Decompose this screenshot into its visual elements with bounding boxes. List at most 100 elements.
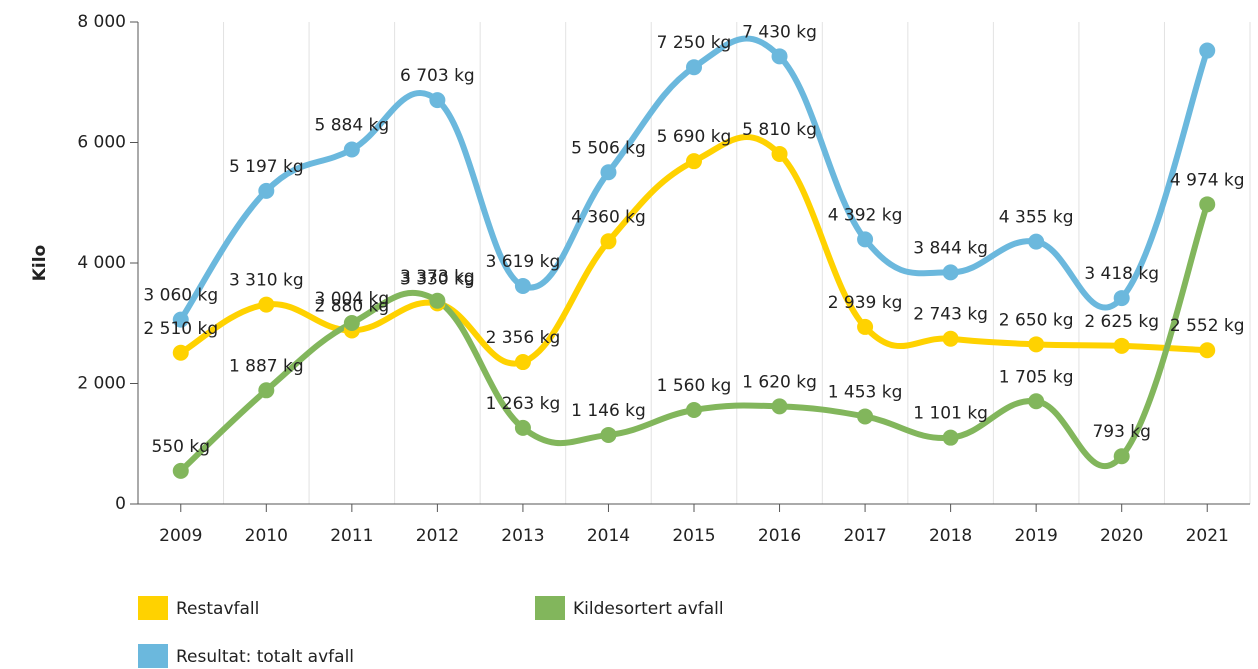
data-point xyxy=(1113,337,1130,354)
data-point xyxy=(942,429,959,446)
data-point xyxy=(343,315,360,332)
data-point xyxy=(258,296,275,313)
data-label: 2 650 kg xyxy=(999,310,1074,330)
data-point xyxy=(172,311,189,328)
data-point xyxy=(429,92,446,109)
x-tick-label: 2014 xyxy=(587,526,630,546)
data-label: 793 kg xyxy=(1092,422,1151,442)
data-label: 3 060 kg xyxy=(143,286,218,306)
data-point xyxy=(343,141,360,158)
series-line xyxy=(178,203,1211,474)
data-label: 4 392 kg xyxy=(828,205,903,225)
y-tick-label: 6 000 xyxy=(77,133,126,153)
data-point xyxy=(857,318,874,335)
data-point xyxy=(600,164,617,181)
data-label: 3 330 kg xyxy=(400,269,475,289)
legend-label: Resultat: totalt avfall xyxy=(176,647,354,667)
x-tick-label: 2015 xyxy=(672,526,715,546)
data-label: 1 560 kg xyxy=(657,376,732,396)
x-tick-label: 2020 xyxy=(1100,526,1143,546)
data-point xyxy=(771,48,788,65)
data-point xyxy=(172,462,189,479)
data-point xyxy=(1199,342,1216,359)
data-label: 2 552 kg xyxy=(1170,316,1245,336)
y-tick-label: 8 000 xyxy=(77,12,126,32)
data-point xyxy=(857,231,874,248)
data-label: 1 101 kg xyxy=(913,404,988,424)
data-label: 1 620 kg xyxy=(742,372,817,392)
data-label: 2 939 kg xyxy=(828,293,903,313)
data-point xyxy=(514,419,531,436)
data-label: 5 810 kg xyxy=(742,120,817,140)
x-tick-label: 2013 xyxy=(501,526,544,546)
data-label: 3 310 kg xyxy=(229,271,304,291)
data-label: 2 625 kg xyxy=(1084,312,1159,332)
data-label: 3 619 kg xyxy=(486,252,561,272)
x-tick-label: 2021 xyxy=(1186,526,1229,546)
data-label: 1 705 kg xyxy=(999,367,1074,387)
data-point xyxy=(771,145,788,162)
series-line xyxy=(178,35,1211,322)
x-tick-label: 2019 xyxy=(1015,526,1058,546)
data-label: 2 880 kg xyxy=(314,296,389,316)
data-point xyxy=(942,330,959,347)
data-point xyxy=(258,182,275,199)
data-point xyxy=(686,59,702,76)
data-label: 7 430 kg xyxy=(742,22,817,42)
data-label: 2 510 kg xyxy=(143,319,218,339)
data-label: 2 356 kg xyxy=(486,328,561,348)
x-tick-label: 2011 xyxy=(330,526,373,546)
data-point xyxy=(600,233,617,250)
y-tick-label: 2 000 xyxy=(77,374,126,394)
data-point xyxy=(857,408,874,425)
data-label: 4 355 kg xyxy=(999,208,1074,228)
data-label: 5 884 kg xyxy=(314,115,389,135)
data-label: 7 250 kg xyxy=(657,33,732,53)
data-point xyxy=(1028,336,1045,353)
data-label: 5 690 kg xyxy=(657,127,732,147)
data-point xyxy=(942,264,959,281)
data-label: 3 373 kg xyxy=(400,267,475,287)
data-label: 5 506 kg xyxy=(571,138,646,158)
data-point xyxy=(1113,448,1130,465)
data-label: 6 703 kg xyxy=(400,66,475,86)
data-label: 1 453 kg xyxy=(828,382,903,402)
legend-swatch xyxy=(535,596,565,620)
data-point xyxy=(600,426,617,443)
legend-swatch xyxy=(138,644,168,668)
x-tick-label: 2012 xyxy=(416,526,459,546)
x-tick-label: 2018 xyxy=(929,526,972,546)
data-point xyxy=(1199,42,1216,59)
data-point xyxy=(514,354,531,371)
data-point xyxy=(771,398,788,415)
legend-swatch xyxy=(138,596,168,620)
data-point xyxy=(686,402,702,419)
data-label: 4 974 kg xyxy=(1170,170,1245,190)
legend-label: Kildesortert avfall xyxy=(573,599,724,619)
data-label: 3 418 kg xyxy=(1084,264,1159,284)
data-point xyxy=(172,344,189,361)
data-point xyxy=(429,292,446,309)
x-tick-label: 2016 xyxy=(758,526,801,546)
data-label: 1 146 kg xyxy=(571,401,646,421)
x-tick-label: 2017 xyxy=(843,526,886,546)
y-axis-label: Kilo xyxy=(30,245,50,282)
data-point xyxy=(258,382,275,399)
data-label: 1 263 kg xyxy=(486,394,561,414)
data-label: 3 004 kg xyxy=(314,289,389,309)
data-point xyxy=(1199,196,1216,213)
data-label: 1 887 kg xyxy=(229,356,304,376)
x-tick-label: 2010 xyxy=(245,526,288,546)
y-tick-label: 0 xyxy=(115,494,126,514)
data-point xyxy=(1113,290,1130,307)
data-label: 550 kg xyxy=(152,437,211,457)
legend-label: Restavfall xyxy=(176,599,259,619)
y-tick-label: 4 000 xyxy=(77,253,126,273)
data-point xyxy=(686,153,702,170)
data-label: 2 743 kg xyxy=(913,305,988,325)
data-point xyxy=(1028,393,1045,410)
data-point xyxy=(514,277,531,294)
data-point xyxy=(1028,233,1045,250)
data-label: 3 844 kg xyxy=(913,238,988,258)
